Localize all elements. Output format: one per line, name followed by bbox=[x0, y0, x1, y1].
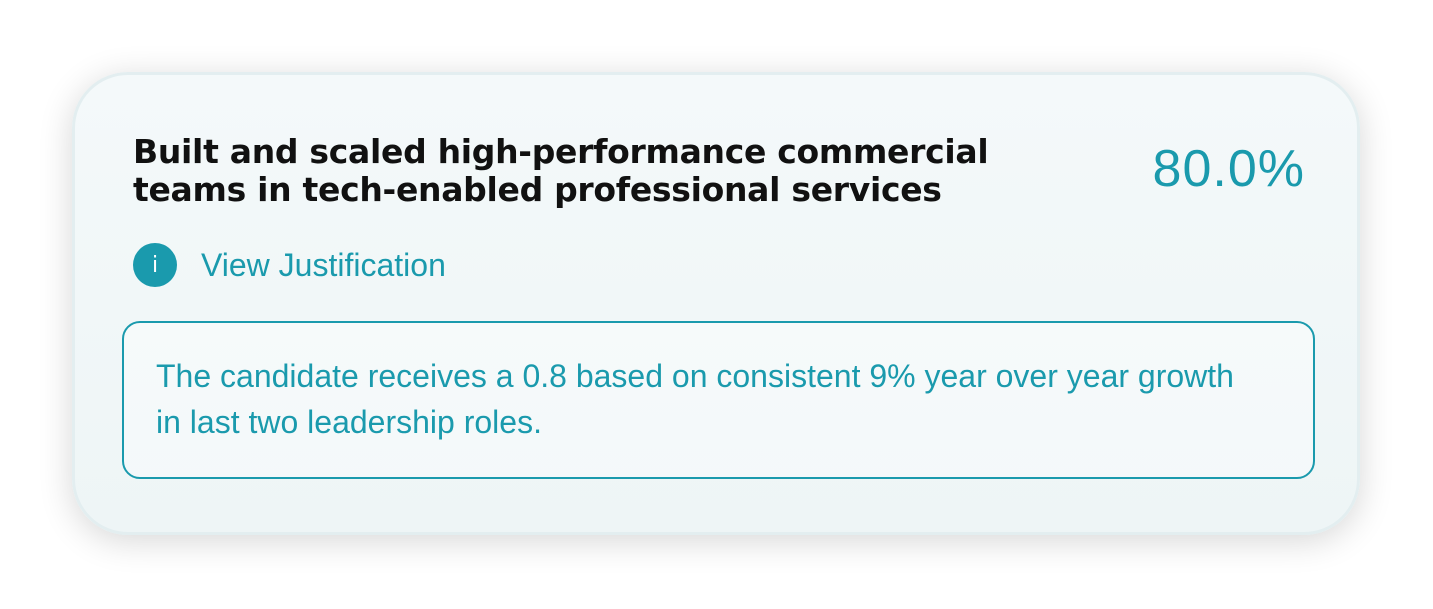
justification-text: The candidate receives a 0.8 based on co… bbox=[156, 358, 1234, 440]
criterion-card: Built and scaled high-performance commer… bbox=[72, 72, 1360, 535]
view-justification-button[interactable]: i View Justification bbox=[133, 243, 446, 287]
justification-panel: The candidate receives a 0.8 based on co… bbox=[122, 321, 1315, 479]
view-justification-label: View Justification bbox=[201, 246, 446, 283]
criterion-score: 80.0% bbox=[1152, 140, 1305, 198]
info-icon: i bbox=[133, 243, 177, 287]
criterion-title: Built and scaled high-performance commer… bbox=[133, 132, 989, 209]
